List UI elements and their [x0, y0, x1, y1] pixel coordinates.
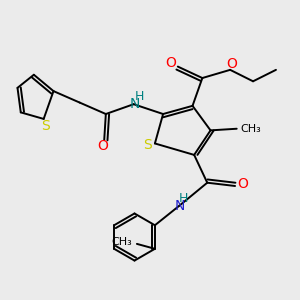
Text: CH₃: CH₃ — [241, 124, 261, 134]
Text: N: N — [174, 199, 184, 213]
Text: S: S — [41, 119, 50, 133]
Text: N: N — [130, 97, 140, 110]
Text: O: O — [97, 139, 108, 153]
Text: O: O — [226, 57, 237, 71]
Text: CH₃: CH₃ — [111, 237, 132, 247]
Text: H: H — [179, 192, 188, 205]
Text: S: S — [143, 138, 152, 152]
Text: H: H — [135, 91, 144, 103]
Text: O: O — [165, 56, 176, 70]
Text: O: O — [237, 177, 248, 191]
